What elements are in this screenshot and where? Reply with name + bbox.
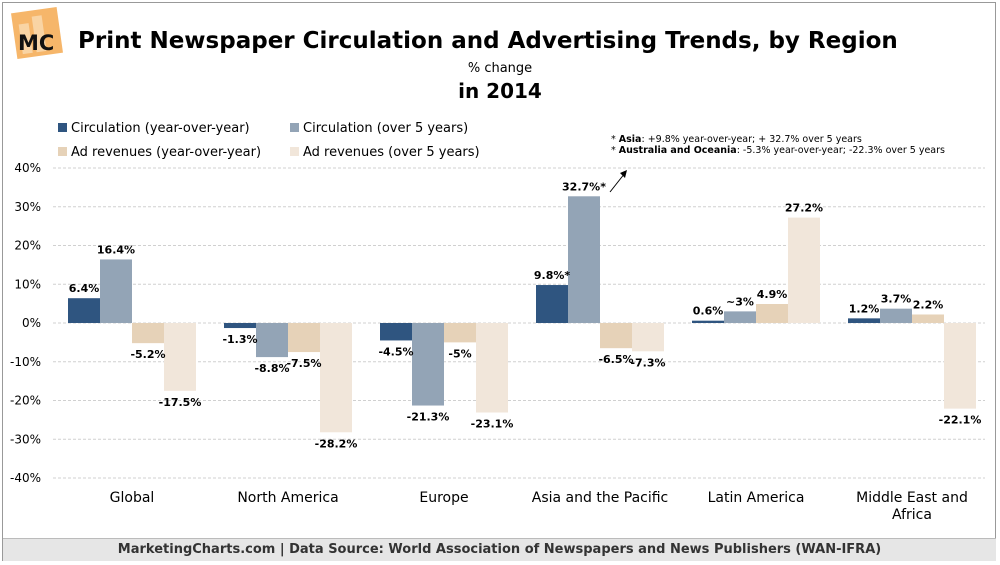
legend-swatch	[58, 147, 67, 156]
x-category-label: Asia and the Pacific	[532, 490, 669, 506]
bar	[164, 323, 196, 391]
y-tick-label: 40%	[14, 161, 41, 175]
y-tick-label: 10%	[14, 277, 41, 291]
x-category-label: Middle East and Africa	[856, 490, 968, 523]
bar	[132, 323, 164, 344]
bar	[848, 318, 880, 323]
y-tick-label: -40%	[10, 471, 41, 485]
note-bold: Asia	[618, 134, 642, 145]
bar	[320, 323, 352, 433]
note-text: : -5.3% year-over-year; -22.3% over 5 ye…	[736, 145, 945, 156]
data-label: 0.6%	[693, 305, 724, 318]
legend-swatch	[290, 147, 299, 156]
bar	[224, 323, 256, 329]
data-label: 9.8%*	[534, 269, 571, 282]
y-tick-label: -30%	[10, 432, 41, 446]
data-label: -28.2%	[315, 437, 358, 450]
data-label: -23.1%	[471, 418, 514, 431]
bar	[912, 314, 944, 323]
legend-label: Ad revenues (over 5 years)	[303, 145, 480, 160]
x-category-label: Global	[110, 490, 155, 506]
data-label: 1.2%	[849, 302, 880, 315]
data-label: -7.5%	[286, 357, 321, 370]
chart-title: Print Newspaper Circulation and Advertis…	[78, 28, 898, 54]
bar	[724, 311, 756, 323]
data-label: -5.2%	[130, 348, 165, 361]
bar	[68, 298, 100, 323]
data-label: -21.3%	[407, 411, 450, 424]
x-category-label: Europe	[419, 490, 468, 506]
data-label: ~3%	[726, 295, 754, 308]
data-label: -5%	[448, 347, 471, 360]
legend-item-circulation-5y: Circulation (over 5 years)	[290, 121, 468, 136]
legend-item-circulation-yoy: Circulation (year-over-year)	[58, 121, 250, 136]
legend-item-ad-5y: Ad revenues (over 5 years)	[290, 145, 480, 160]
note-bold: Australia and Oceania	[618, 145, 737, 156]
bar	[944, 323, 976, 409]
y-tick-label: -10%	[10, 355, 41, 369]
data-label: -1.3%	[222, 333, 257, 346]
bar	[256, 323, 288, 358]
data-label: 3.7%	[881, 293, 912, 306]
y-tick-label: 20%	[14, 239, 41, 253]
bar	[288, 323, 320, 353]
bar	[444, 323, 476, 343]
x-category-label: Latin America	[708, 490, 805, 506]
data-label: 6.4%	[69, 282, 100, 295]
data-label: 4.9%	[757, 288, 788, 301]
note-text: : +9.8% year-over-year; + 32.7% over 5 y…	[641, 134, 862, 145]
bar	[536, 285, 568, 323]
legend-swatch	[58, 123, 67, 132]
y-tick-label: 30%	[14, 200, 41, 214]
logo-text: MC	[18, 31, 54, 55]
bar	[568, 196, 600, 323]
x-category-label: North America	[237, 490, 338, 506]
bar	[476, 323, 508, 413]
legend-swatch	[290, 123, 299, 132]
bar	[412, 323, 444, 406]
bar	[756, 304, 788, 323]
data-label: -4.5%	[378, 345, 413, 358]
bar	[100, 259, 132, 323]
data-label: -8.8%	[254, 362, 289, 375]
data-label: -6.5%	[598, 353, 633, 366]
y-tick-label: -20%	[10, 394, 41, 408]
bar	[788, 217, 820, 323]
note-arrow	[609, 170, 627, 193]
bar	[880, 308, 912, 323]
note-asia: * Asia: +9.8% year-over-year; + 32.7% ov…	[611, 134, 862, 145]
legend-label: Circulation (year-over-year)	[71, 121, 250, 136]
logo: MC	[11, 7, 63, 59]
data-label: 2.2%	[913, 298, 944, 311]
legend-label: Ad revenues (year-over-year)	[71, 145, 262, 160]
data-label: 16.4%	[97, 243, 135, 256]
note-australia: * Australia and Oceania: -5.3% year-over…	[611, 145, 945, 156]
chart-subtitle-year: in 2014	[458, 79, 542, 103]
data-label: -17.5%	[159, 396, 202, 409]
data-label: 27.2%	[785, 202, 823, 215]
bar	[692, 320, 724, 323]
y-tick-label: 0%	[22, 316, 41, 330]
chart-subtitle: % change	[467, 61, 533, 76]
bar	[632, 323, 664, 352]
footer-source: MarketingCharts.com | Data Source: World…	[3, 538, 996, 561]
data-label: 32.7%*	[562, 180, 606, 193]
data-label: -7.3%	[630, 356, 665, 369]
bar	[600, 323, 632, 349]
data-label: -22.1%	[939, 414, 982, 427]
bar	[380, 323, 412, 341]
legend-item-ad-yoy: Ad revenues (year-over-year)	[58, 145, 261, 160]
legend-label: Circulation (over 5 years)	[303, 121, 469, 136]
